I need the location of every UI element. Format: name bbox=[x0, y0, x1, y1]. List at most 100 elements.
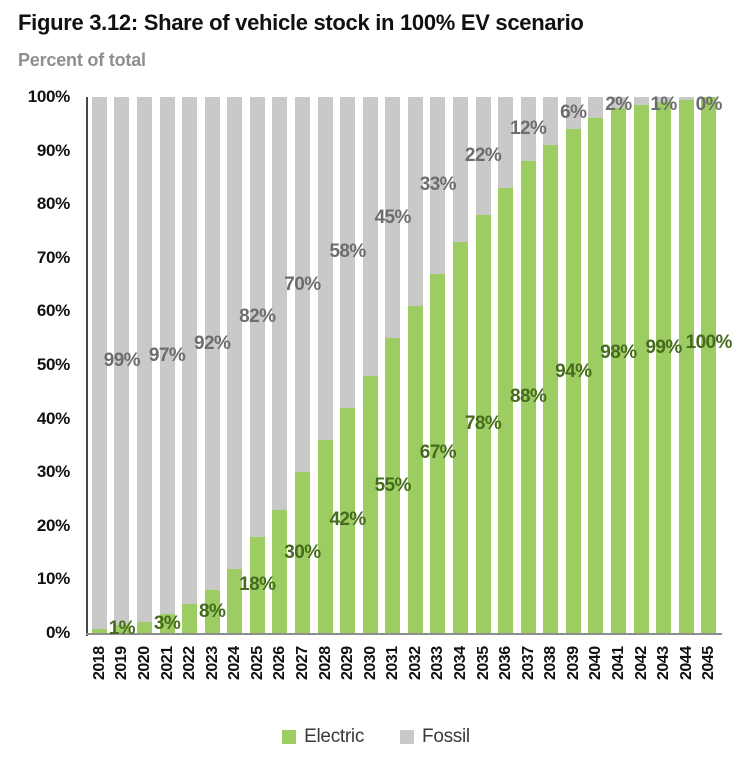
electric-share-label-2021: 3% bbox=[153, 612, 181, 634]
electric-share-label-2031: 55% bbox=[374, 474, 412, 496]
bar-electric-2026 bbox=[272, 509, 288, 633]
fossil-share-label-2033: 33% bbox=[419, 174, 457, 196]
bar-electric-2023 bbox=[204, 590, 220, 633]
x-axis-label-2042: 2042 bbox=[632, 646, 650, 680]
bar-fossil-2021 bbox=[159, 97, 175, 615]
bar-fossil-2038 bbox=[543, 97, 559, 146]
x-axis-label-2038: 2038 bbox=[542, 646, 560, 680]
bar-fossil-2036 bbox=[498, 97, 514, 189]
electric-share-label-2029: 42% bbox=[329, 509, 366, 531]
bar-fossil-2020 bbox=[136, 97, 152, 623]
bar-electric-2022 bbox=[182, 603, 198, 633]
bar-electric-2019 bbox=[114, 624, 130, 633]
bar-electric-2041 bbox=[610, 107, 626, 633]
x-axis-label-2026: 2026 bbox=[271, 646, 289, 680]
fossil-share-label-2023: 92% bbox=[194, 332, 231, 354]
x-axis-label-2035: 2035 bbox=[474, 646, 492, 680]
electric-share-label-2045: 100% bbox=[685, 332, 733, 353]
bar-fossil-2034 bbox=[452, 97, 468, 242]
bar-electric-2034 bbox=[452, 241, 468, 633]
legend-item-electric: Electric bbox=[282, 726, 364, 748]
electric-share-label-2033: 67% bbox=[419, 442, 457, 464]
y-axis-tick-50%: 50% bbox=[36, 355, 70, 374]
x-axis-label-2019: 2019 bbox=[113, 646, 131, 680]
bar-fossil-2037 bbox=[520, 97, 536, 162]
bar-electric-2032 bbox=[407, 306, 423, 633]
fossil-share-label-2027: 70% bbox=[284, 273, 321, 295]
bar-electric-2039 bbox=[565, 129, 581, 633]
x-axis-label-2043: 2043 bbox=[655, 646, 673, 680]
bar-fossil-2025 bbox=[249, 97, 265, 537]
electric-share-label-2025: 18% bbox=[239, 573, 276, 595]
bar-electric-2040 bbox=[588, 118, 604, 633]
electric-share-label-2035: 78% bbox=[464, 412, 502, 434]
bar-electric-2025 bbox=[249, 536, 265, 633]
x-axis-label-2023: 2023 bbox=[203, 646, 221, 680]
x-axis-label-2020: 2020 bbox=[135, 646, 153, 680]
bar-electric-2024 bbox=[227, 568, 243, 633]
y-axis-tick-80%: 80% bbox=[36, 194, 70, 214]
electric-share-label-2023: 8% bbox=[199, 600, 226, 622]
x-axis-label-2044: 2044 bbox=[677, 646, 695, 680]
bar-fossil-2035 bbox=[475, 97, 491, 215]
x-axis-label-2036: 2036 bbox=[497, 646, 515, 680]
fossil-share-label-2025: 82% bbox=[239, 305, 276, 327]
x-axis-label-2041: 2041 bbox=[609, 646, 627, 680]
bar-electric-2028 bbox=[317, 440, 333, 633]
bar-fossil-2033 bbox=[430, 97, 446, 274]
bar-electric-2027 bbox=[294, 472, 310, 633]
fossil-share-label-2029: 58% bbox=[329, 241, 366, 263]
bar-electric-2036 bbox=[498, 188, 514, 633]
bar-electric-2043 bbox=[656, 102, 672, 633]
figure-title: Figure 3.12: Share of vehicle stock in 1… bbox=[18, 10, 584, 35]
x-axis-label-2030: 2030 bbox=[361, 646, 379, 680]
bar-fossil-2041 bbox=[610, 97, 626, 108]
legend-label-electric: Electric bbox=[304, 726, 365, 747]
y-axis-tick-90%: 90% bbox=[36, 140, 70, 160]
electric-share-label-2039: 94% bbox=[555, 361, 592, 383]
fossil-share-label-2037: 12% bbox=[510, 118, 547, 140]
bar-electric-2035 bbox=[475, 214, 491, 633]
x-axis-label-2032: 2032 bbox=[406, 646, 424, 680]
bar-fossil-2044 bbox=[678, 97, 694, 100]
x-axis-label-2029: 2029 bbox=[339, 646, 357, 680]
fossil-share-label-2043: 1% bbox=[650, 94, 677, 115]
electric-share-label-2019: 1% bbox=[108, 617, 136, 639]
bar-fossil-2027 bbox=[294, 97, 310, 473]
bar-fossil-2024 bbox=[227, 97, 243, 569]
bar-electric-2030 bbox=[362, 375, 378, 633]
bar-electric-2044 bbox=[678, 99, 694, 633]
bar-fossil-2018 bbox=[91, 97, 107, 630]
y-axis-tick-30%: 30% bbox=[36, 462, 70, 482]
electric-swatch-icon bbox=[282, 730, 297, 744]
y-axis-tick-70%: 70% bbox=[36, 247, 70, 267]
bar-electric-2018 bbox=[91, 629, 107, 633]
x-axis-line bbox=[86, 633, 722, 635]
electric-share-label-2037: 88% bbox=[510, 386, 547, 408]
bar-fossil-2026 bbox=[272, 97, 288, 510]
x-axis-label-2024: 2024 bbox=[226, 646, 244, 680]
x-axis-label-2037: 2037 bbox=[519, 646, 537, 680]
bar-electric-2031 bbox=[385, 338, 401, 633]
bar-electric-2037 bbox=[520, 161, 536, 633]
fossil-share-label-2035: 22% bbox=[464, 144, 502, 166]
fossil-swatch-icon bbox=[400, 730, 415, 744]
y-axis-tick-10%: 10% bbox=[36, 569, 70, 589]
bar-electric-2038 bbox=[543, 145, 559, 633]
bar-fossil-2042 bbox=[633, 97, 649, 106]
x-axis-label-2025: 2025 bbox=[248, 646, 266, 680]
x-axis-label-2045: 2045 bbox=[700, 646, 718, 680]
bar-fossil-2029 bbox=[340, 97, 356, 408]
bar-fossil-2043 bbox=[656, 97, 672, 103]
bar-electric-2042 bbox=[633, 105, 649, 633]
electric-share-label-2027: 30% bbox=[284, 541, 321, 563]
y-axis-tick-60%: 60% bbox=[36, 301, 70, 321]
bar-electric-2021 bbox=[159, 614, 175, 633]
bar-electric-2020 bbox=[136, 622, 152, 633]
fossil-share-label-2031: 45% bbox=[374, 206, 412, 228]
legend: Electric Fossil bbox=[0, 726, 752, 748]
x-axis-label-2040: 2040 bbox=[587, 646, 605, 680]
fossil-share-label-2021: 97% bbox=[148, 344, 186, 366]
y-axis-line bbox=[86, 97, 88, 636]
